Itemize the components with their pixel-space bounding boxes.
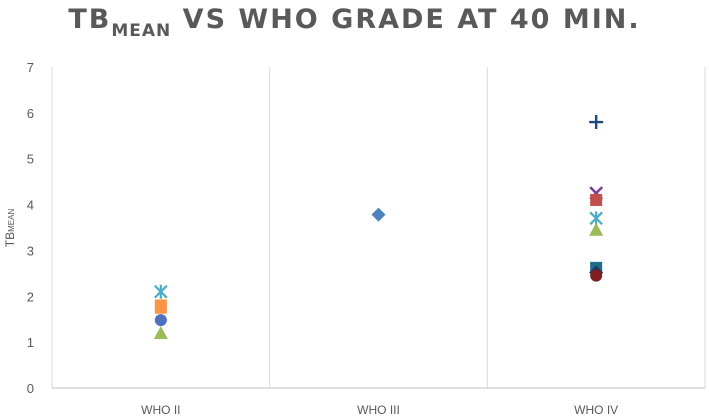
- y-axis-label-main: TB: [3, 232, 17, 247]
- data-point-plus: [589, 115, 604, 130]
- chart-title-subscript: MEAN: [111, 21, 172, 41]
- data-point-square: [590, 193, 603, 206]
- y-tick-label: 7: [27, 60, 34, 75]
- data-point-circle: [154, 314, 167, 327]
- y-tick-label: 4: [27, 198, 34, 213]
- x-tick-label: WHO IV: [574, 403, 618, 417]
- data-point-asterisk: [154, 284, 168, 299]
- y-tick-label: 5: [27, 152, 34, 167]
- x-tick-label: WHO II: [141, 403, 180, 417]
- y-axis-label-subscript: MEAN: [7, 209, 16, 232]
- x-tick-label: WHO III: [357, 403, 400, 417]
- gridlines: [51, 67, 706, 388]
- chart-title-main: TB: [68, 4, 112, 35]
- y-axis-label: TBMEAN: [3, 209, 17, 248]
- y-tick-label: 6: [27, 106, 34, 121]
- data-point-square: [154, 301, 167, 314]
- chart-title-rest: VS WHO GRADE AT 40 MIN.: [171, 4, 641, 35]
- y-tick-label: 2: [27, 289, 34, 304]
- y-tick-labels: 0 1 2 3 4 5 6 7: [27, 60, 34, 396]
- data-point-triangle: [589, 222, 604, 236]
- y-tick-label: 0: [27, 381, 34, 396]
- y-tick-label: 3: [27, 243, 34, 258]
- data-point-diamond: [371, 207, 386, 222]
- data-point-triangle: [153, 325, 168, 339]
- data-point-circle: [590, 269, 603, 282]
- y-tick-label: 1: [27, 335, 34, 350]
- x-tick-labels: WHO II WHO III WHO IV: [141, 403, 618, 417]
- data-points: [153, 115, 604, 339]
- chart-title: TBMEAN VS WHO GRADE AT 40 MIN.: [0, 4, 709, 41]
